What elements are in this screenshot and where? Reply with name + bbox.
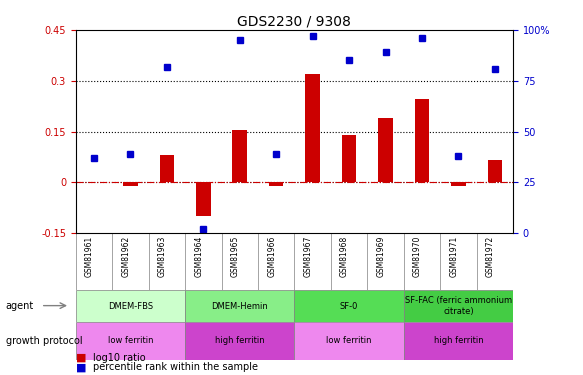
Bar <box>415 99 429 182</box>
Text: GSM81972: GSM81972 <box>486 236 495 277</box>
Text: GSM81965: GSM81965 <box>231 236 240 277</box>
Text: GSM81962: GSM81962 <box>121 236 131 277</box>
Text: DMEM-FBS: DMEM-FBS <box>108 302 153 310</box>
Text: GSM81971: GSM81971 <box>449 236 458 277</box>
Text: SF-0: SF-0 <box>340 302 359 310</box>
Text: GSM81969: GSM81969 <box>377 236 385 277</box>
FancyBboxPatch shape <box>403 290 513 322</box>
FancyBboxPatch shape <box>185 290 294 322</box>
Text: GSM81968: GSM81968 <box>340 236 349 277</box>
Bar <box>123 182 138 186</box>
Text: percentile rank within the sample: percentile rank within the sample <box>93 363 258 372</box>
Text: GSM81964: GSM81964 <box>194 236 203 277</box>
Bar <box>160 155 174 182</box>
Text: GSM81961: GSM81961 <box>85 236 94 277</box>
FancyBboxPatch shape <box>76 322 185 360</box>
Bar <box>269 182 283 186</box>
Bar <box>305 74 320 182</box>
Bar <box>487 160 502 182</box>
Text: low ferritin: low ferritin <box>326 336 372 345</box>
Text: ■: ■ <box>76 353 86 363</box>
Text: agent: agent <box>6 301 34 310</box>
FancyBboxPatch shape <box>294 290 403 322</box>
Text: GSM81970: GSM81970 <box>413 236 422 277</box>
Title: GDS2230 / 9308: GDS2230 / 9308 <box>237 15 352 29</box>
Text: GSM81963: GSM81963 <box>158 236 167 277</box>
Text: log10 ratio: log10 ratio <box>93 353 146 363</box>
Text: growth protocol: growth protocol <box>6 336 82 346</box>
FancyBboxPatch shape <box>294 322 403 360</box>
FancyBboxPatch shape <box>76 290 185 322</box>
Text: high ferritin: high ferritin <box>434 336 483 345</box>
Bar <box>378 118 393 182</box>
FancyBboxPatch shape <box>185 322 294 360</box>
Bar <box>342 135 356 182</box>
Text: high ferritin: high ferritin <box>215 336 265 345</box>
Bar <box>196 182 210 216</box>
Text: low ferritin: low ferritin <box>108 336 153 345</box>
Text: GSM81967: GSM81967 <box>304 236 312 277</box>
Bar <box>233 130 247 182</box>
Text: GSM81966: GSM81966 <box>267 236 276 277</box>
Text: SF-FAC (ferric ammonium
citrate): SF-FAC (ferric ammonium citrate) <box>405 296 512 316</box>
FancyBboxPatch shape <box>403 322 513 360</box>
Text: ■: ■ <box>76 363 86 372</box>
Text: DMEM-Hemin: DMEM-Hemin <box>212 302 268 310</box>
Bar <box>451 182 466 186</box>
